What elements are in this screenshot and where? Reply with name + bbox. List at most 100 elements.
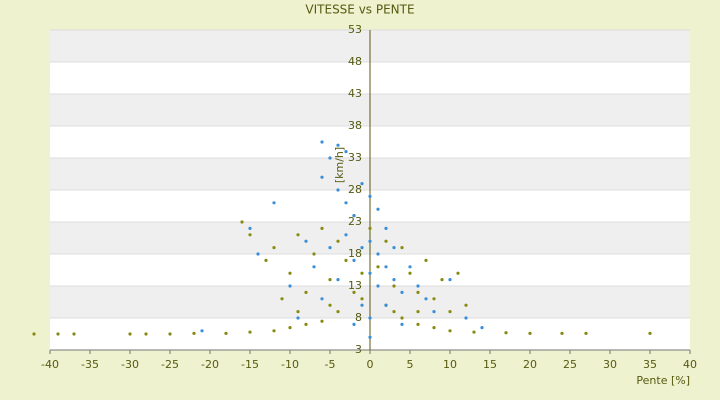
x-tick-label: -30 (121, 358, 139, 371)
point (416, 322, 420, 326)
point (464, 303, 468, 307)
point (480, 326, 484, 330)
point (240, 220, 244, 224)
point (392, 246, 396, 250)
point (360, 303, 364, 307)
point (392, 278, 396, 282)
x-tick-label: 15 (483, 358, 497, 371)
x-tick-label: -20 (201, 358, 219, 371)
point (376, 252, 380, 256)
point (336, 278, 340, 282)
point (384, 303, 388, 307)
point (248, 233, 252, 237)
point (352, 214, 356, 218)
point (336, 143, 340, 147)
point (368, 194, 372, 198)
point (648, 331, 652, 335)
point (528, 331, 532, 335)
chart-title: VITESSE vs PENTE (305, 3, 414, 17)
point (264, 258, 268, 262)
point (248, 330, 252, 334)
point (328, 278, 332, 282)
y-tick-label: 13 (348, 279, 362, 292)
point (376, 265, 380, 269)
point (344, 150, 348, 154)
point (384, 265, 388, 269)
point (424, 297, 428, 301)
x-tick-label: -15 (241, 358, 259, 371)
point (472, 330, 476, 334)
point (336, 239, 340, 243)
point (72, 332, 76, 336)
point (296, 316, 300, 320)
point (320, 226, 324, 230)
point (56, 332, 60, 336)
point (408, 271, 412, 275)
point (448, 278, 452, 282)
y-tick-label: 33 (348, 151, 362, 164)
point (464, 316, 468, 320)
x-tick-label: 30 (603, 358, 617, 371)
point (344, 258, 348, 262)
point (304, 290, 308, 294)
y-tick-label: 38 (348, 119, 362, 132)
point (280, 297, 284, 301)
point (448, 310, 452, 314)
point (272, 329, 276, 333)
x-tick-label: -10 (281, 358, 299, 371)
point (144, 332, 148, 336)
point (560, 331, 564, 335)
x-tick-label: 20 (523, 358, 537, 371)
point (352, 290, 356, 294)
point (360, 297, 364, 301)
point (392, 310, 396, 314)
point (304, 239, 308, 243)
point (400, 246, 404, 250)
point (224, 331, 228, 335)
x-tick-label: -40 (41, 358, 59, 371)
point (312, 252, 316, 256)
point (288, 326, 292, 330)
point (456, 271, 460, 275)
point (584, 331, 588, 335)
point (432, 310, 436, 314)
point (392, 284, 396, 288)
y-tick-label: 28 (348, 183, 362, 196)
x-tick-label: 5 (407, 358, 414, 371)
x-axis-label: Pente [%] (636, 374, 690, 387)
point (312, 265, 316, 269)
point (400, 322, 404, 326)
point (400, 290, 404, 294)
point (432, 297, 436, 301)
y-tick-label: 18 (348, 247, 362, 260)
point (320, 175, 324, 179)
point (504, 331, 508, 335)
point (416, 310, 420, 314)
y-tick-label: 48 (348, 55, 362, 68)
point (368, 316, 372, 320)
point (408, 265, 412, 269)
y-axis-label: [km/h] (333, 147, 346, 183)
point (360, 271, 364, 275)
point (328, 303, 332, 307)
point (336, 188, 340, 192)
point (328, 156, 332, 160)
point (432, 326, 436, 330)
point (200, 329, 204, 333)
x-tick-label: 10 (443, 358, 457, 371)
point (328, 246, 332, 250)
x-tick-label: 0 (367, 358, 374, 371)
point (376, 207, 380, 211)
point (296, 310, 300, 314)
x-tick-label: -25 (161, 358, 179, 371)
point (248, 226, 252, 230)
x-tick-label: -35 (81, 358, 99, 371)
point (360, 246, 364, 250)
point (352, 258, 356, 262)
x-tick-label: 35 (643, 358, 657, 371)
point (400, 316, 404, 320)
x-tick-label: -5 (325, 358, 336, 371)
point (320, 319, 324, 323)
y-tick-label: 53 (348, 23, 362, 36)
